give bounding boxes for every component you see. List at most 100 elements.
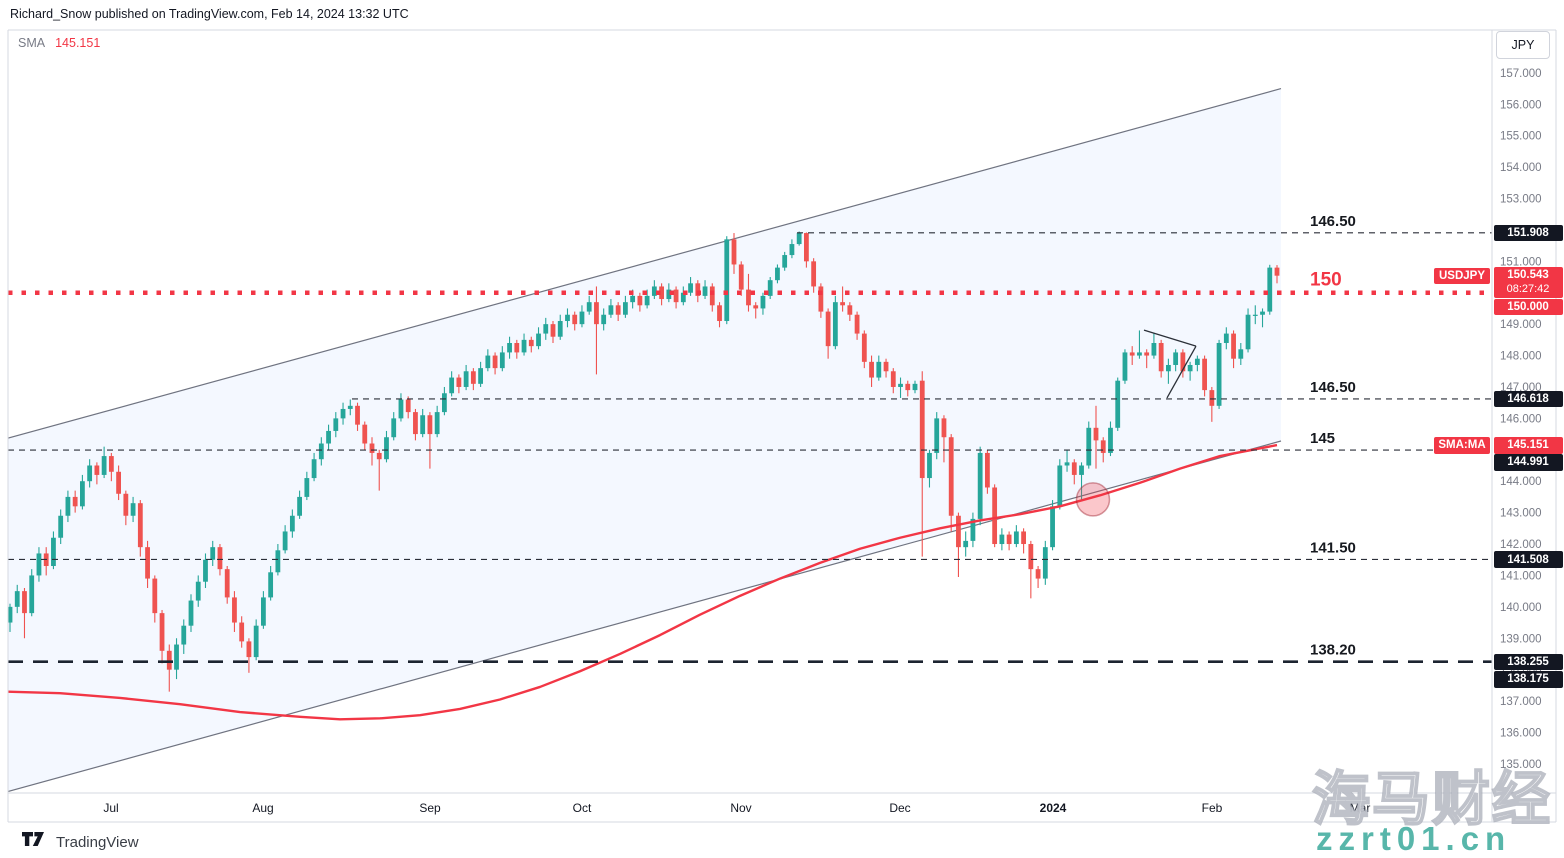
- candle: [594, 302, 599, 325]
- price-tick-label: 137.000: [1500, 696, 1542, 708]
- candle: [623, 302, 628, 315]
- candle: [724, 239, 730, 322]
- candle: [174, 644, 179, 670]
- candle: [108, 456, 114, 472]
- currency-toggle-button[interactable]: JPY: [1496, 31, 1550, 59]
- candle: [1057, 465, 1063, 507]
- candle: [796, 233, 802, 245]
- candle: [1267, 267, 1273, 312]
- candle: [695, 283, 701, 296]
- candle: [767, 280, 773, 296]
- price-tick-label: 139.000: [1500, 633, 1542, 645]
- candle: [1194, 358, 1200, 365]
- candle: [1209, 390, 1215, 406]
- candle: [1028, 544, 1034, 570]
- candle: [36, 553, 42, 576]
- candle: [130, 503, 136, 516]
- price-tick-label: 136.000: [1500, 727, 1542, 739]
- trend-channel-fill: [8, 88, 1281, 792]
- candle: [1166, 364, 1171, 372]
- candle: [203, 559, 208, 582]
- candle: [405, 399, 411, 413]
- candle: [1129, 352, 1135, 356]
- candle: [854, 314, 860, 334]
- candle: [688, 283, 693, 293]
- candle: [934, 418, 940, 453]
- candle: [1042, 547, 1048, 579]
- candle: [51, 537, 56, 567]
- candle: [586, 302, 592, 312]
- candle: [1115, 380, 1121, 428]
- tradingview-attribution[interactable]: TradingView: [22, 832, 139, 852]
- candle: [1231, 333, 1236, 359]
- candle: [919, 380, 925, 479]
- candle: [1006, 534, 1012, 545]
- price-tick-label: 149.000: [1500, 319, 1542, 331]
- candle: [651, 286, 657, 296]
- price-tick-label: 144.000: [1500, 476, 1542, 488]
- price-tick-label: 151.000: [1500, 256, 1542, 268]
- candle: [463, 371, 469, 387]
- candle: [709, 286, 715, 306]
- candle: [116, 471, 121, 494]
- candle: [1050, 506, 1055, 548]
- candle: [217, 547, 223, 570]
- candle: [832, 302, 838, 347]
- price-tick-label: 156.000: [1500, 99, 1542, 111]
- candle: [840, 302, 845, 306]
- time-tick-label: Mar: [1350, 801, 1371, 815]
- price-tick-label: 157.000: [1500, 68, 1542, 80]
- time-tick-label: Oct: [573, 801, 592, 815]
- candle: [1187, 364, 1193, 372]
- candle: [1180, 352, 1186, 372]
- candle: [521, 339, 527, 353]
- candle: [572, 314, 578, 325]
- candle: [1100, 440, 1106, 453]
- price-tick-label: 155.000: [1500, 131, 1542, 143]
- candle: [977, 452, 983, 519]
- candle: [123, 493, 129, 516]
- candle: [333, 418, 339, 431]
- candle: [72, 496, 78, 507]
- candle: [340, 408, 346, 419]
- indicator-name: SMA: [18, 36, 46, 50]
- candle: [557, 321, 563, 337]
- price-tick-label: 145.000: [1500, 445, 1542, 457]
- tradingview-brand-text: TradingView: [56, 833, 139, 851]
- candle: [355, 405, 360, 425]
- candle: [1021, 531, 1026, 545]
- candle: [152, 578, 158, 614]
- candle: [347, 405, 353, 409]
- indicator-legend[interactable]: SMA 145.151: [18, 36, 100, 50]
- candle: [956, 515, 961, 548]
- candle: [181, 625, 187, 645]
- candle: [369, 443, 375, 453]
- candle: [311, 459, 317, 479]
- candle: [673, 289, 679, 303]
- candle: [543, 324, 549, 334]
- price-tick-label: 141.000: [1500, 570, 1542, 582]
- candle: [485, 355, 491, 369]
- candle: [507, 342, 512, 353]
- candle: [1079, 465, 1084, 475]
- candle: [1137, 352, 1142, 356]
- candle: [579, 311, 585, 325]
- candle: [717, 305, 722, 322]
- candle: [746, 289, 751, 306]
- price-tick-label: 138.000: [1500, 665, 1542, 677]
- candle: [985, 452, 990, 488]
- level-label-145: 145: [1310, 430, 1335, 447]
- candle: [804, 233, 809, 262]
- candle: [702, 286, 708, 296]
- candle: [1274, 267, 1280, 276]
- wedge-line-2: [1166, 345, 1197, 399]
- candle: [898, 383, 903, 387]
- price-tick-label: 148.000: [1500, 351, 1542, 363]
- candle: [905, 383, 911, 391]
- candle: [514, 342, 520, 353]
- candle: [847, 305, 853, 315]
- candle: [753, 305, 759, 309]
- candle: [1238, 349, 1244, 359]
- candle: [449, 377, 455, 394]
